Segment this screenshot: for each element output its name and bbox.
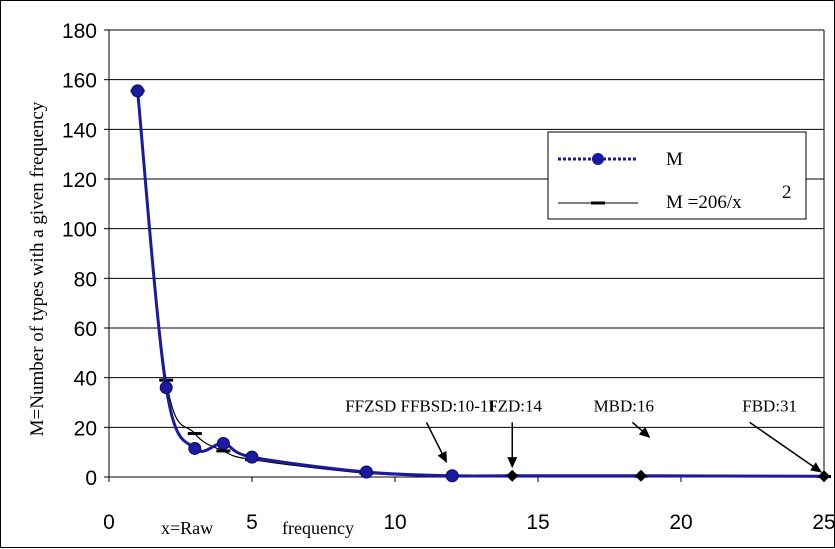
x-axis-title-part2: frequency bbox=[282, 518, 354, 538]
y-tick-label: 120 bbox=[62, 169, 97, 192]
y-tick-label: 40 bbox=[74, 368, 97, 391]
x-tick-label: 20 bbox=[669, 511, 692, 534]
m-point bbox=[245, 450, 259, 464]
annotation-arrow bbox=[631, 421, 651, 438]
y-tick-label: 20 bbox=[74, 417, 97, 440]
m-point bbox=[359, 465, 373, 479]
x-axis-title-part1: x=Raw bbox=[161, 518, 213, 538]
y-tick-label: 80 bbox=[74, 268, 97, 291]
series-layer bbox=[130, 84, 831, 483]
m-point bbox=[216, 436, 230, 450]
grid-lines bbox=[109, 29, 824, 428]
axis-labels: 0 20 40 60 80 100 120 140 160 180 0 5 10 15 20 25 M=Numb… bbox=[27, 20, 835, 538]
y-tick-label: 60 bbox=[74, 318, 97, 341]
annotation-label: FZD:14 bbox=[488, 396, 542, 415]
y-tick-label: 160 bbox=[62, 70, 97, 93]
diamond-marker bbox=[818, 470, 830, 483]
y-tick-label: 100 bbox=[62, 219, 97, 242]
legend-m-label: M bbox=[666, 149, 683, 170]
m-point bbox=[188, 441, 202, 455]
annotation-label: FBD:31 bbox=[742, 396, 797, 415]
y-tick-label: 140 bbox=[62, 119, 97, 142]
x-tick-label: 10 bbox=[383, 511, 406, 534]
legend: M M =206/x 2 bbox=[547, 131, 807, 220]
y-tick-label: 180 bbox=[62, 20, 97, 43]
annotation-label: FFZSD FFBSD:10-11 bbox=[345, 396, 496, 415]
legend-fit-superscript: 2 bbox=[782, 182, 792, 203]
x-tick-label: 25 bbox=[812, 511, 835, 534]
annotation-arrow bbox=[425, 422, 448, 463]
diamond-marker bbox=[506, 469, 519, 482]
m-point bbox=[445, 469, 459, 483]
m-point bbox=[159, 381, 173, 395]
annotation-label: MBD:16 bbox=[594, 396, 654, 415]
m-point bbox=[131, 84, 145, 98]
legend-fit-label: M =206/x bbox=[666, 192, 742, 213]
y-axis-title: M=Number of types with a given frequency bbox=[27, 101, 48, 436]
x-tick-label: 0 bbox=[103, 511, 115, 534]
x-tick-label: 5 bbox=[246, 511, 258, 534]
y-tick-label: 0 bbox=[85, 467, 97, 490]
diamond-marker bbox=[634, 469, 647, 482]
annotation-arrow bbox=[749, 421, 822, 473]
x-tick-label: 15 bbox=[526, 511, 549, 534]
legend-m-marker bbox=[592, 153, 604, 165]
